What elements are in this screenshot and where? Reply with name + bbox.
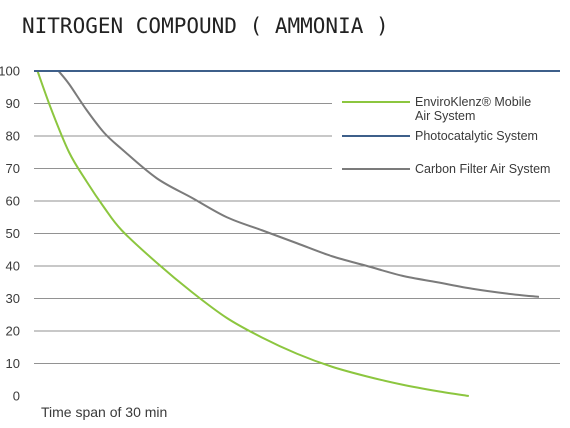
y-tick-label: 90 bbox=[6, 96, 20, 111]
y-tick-label: 20 bbox=[6, 324, 20, 339]
legend-label: EnviroKlenz® Mobile bbox=[415, 95, 531, 109]
legend-backdrop bbox=[332, 161, 568, 177]
y-tick-label: 10 bbox=[6, 356, 20, 371]
y-tick-label: 60 bbox=[6, 194, 20, 209]
y-tick-label: 70 bbox=[6, 161, 20, 176]
chart-title: NITROGEN COMPOUND ( AMMONIA ) bbox=[22, 14, 389, 38]
x-axis-label: Time span of 30 min bbox=[41, 404, 167, 420]
series-line-2 bbox=[57, 70, 540, 298]
y-tick-label: 40 bbox=[6, 259, 20, 274]
legend-backdrop bbox=[332, 94, 568, 124]
series-line-0 bbox=[36, 70, 469, 397]
y-tick-label: 50 bbox=[6, 226, 20, 241]
legend-backdrop bbox=[332, 128, 568, 144]
y-tick-label: 30 bbox=[6, 291, 20, 306]
y-tick-label: 0 bbox=[13, 389, 20, 404]
legend-label: Air System bbox=[415, 109, 475, 123]
legend-label: Photocatalytic System bbox=[415, 129, 538, 143]
y-tick-label: 100 bbox=[0, 64, 20, 79]
series-lines bbox=[34, 69, 560, 397]
y-axis-ticks: 0 10 20 30 40 50 60 70 80 90 100 bbox=[0, 64, 20, 404]
y-tick-label: 80 bbox=[6, 129, 20, 144]
legend-label: Carbon Filter Air System bbox=[415, 162, 550, 176]
